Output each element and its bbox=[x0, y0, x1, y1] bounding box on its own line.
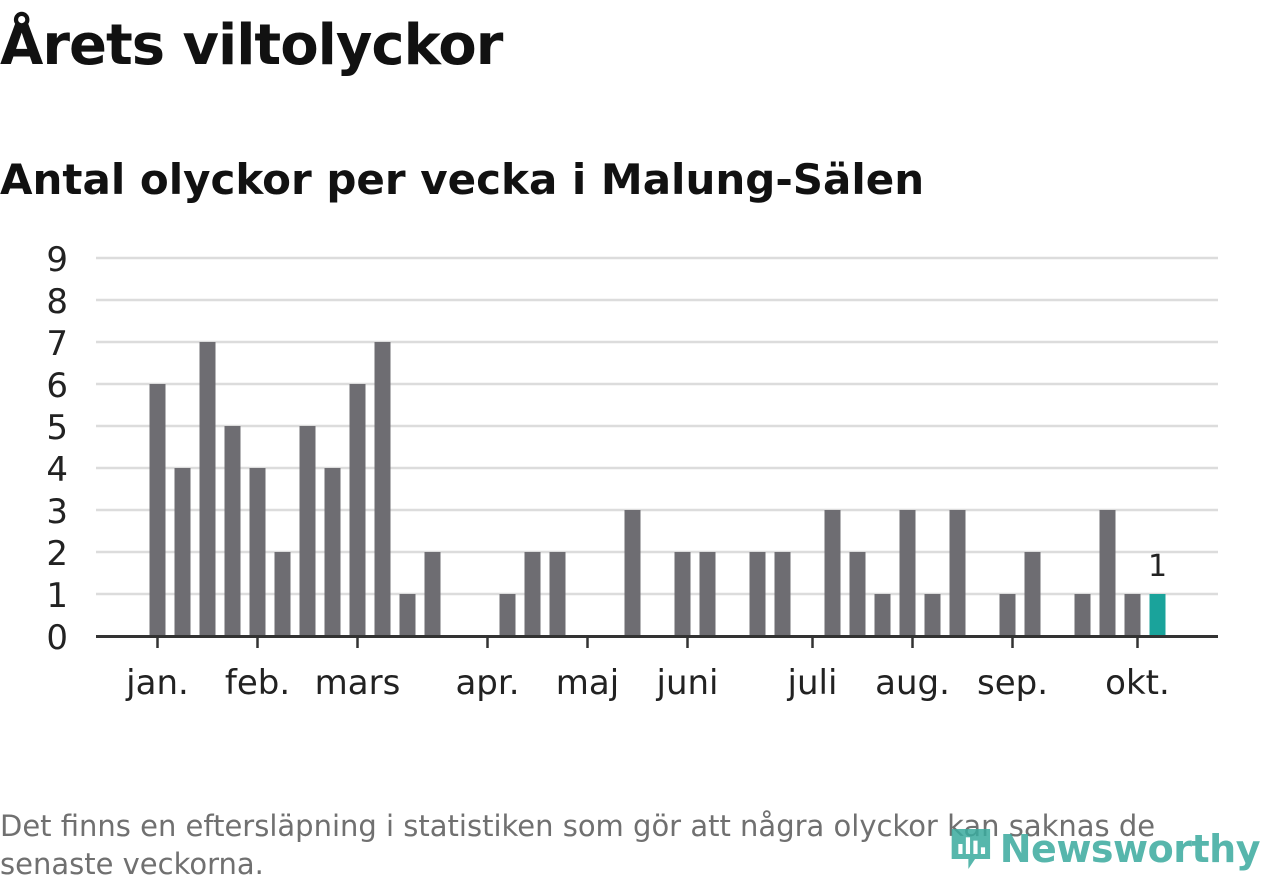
y-tick-label: 5 bbox=[46, 408, 68, 448]
newsworthy-logo: Newsworthy bbox=[950, 820, 1261, 878]
bar bbox=[624, 510, 641, 636]
bar bbox=[249, 468, 266, 636]
x-tick-label: jan. bbox=[125, 663, 189, 703]
bar bbox=[499, 594, 516, 636]
bar bbox=[424, 552, 441, 636]
chart-title: Årets viltolyckor bbox=[0, 13, 503, 78]
data-labels: 1 bbox=[1148, 549, 1167, 584]
y-tick-label: 1 bbox=[46, 576, 68, 616]
bar bbox=[699, 552, 716, 636]
bar bbox=[774, 552, 791, 636]
highlight-data-label: 1 bbox=[1148, 549, 1167, 584]
bar bbox=[399, 594, 416, 636]
bar bbox=[949, 510, 966, 636]
grid-lines bbox=[96, 256, 1218, 596]
x-tick-label: juni bbox=[656, 663, 719, 703]
bar bbox=[1124, 594, 1141, 636]
bar bbox=[1099, 510, 1116, 636]
x-tick-label: feb. bbox=[225, 663, 290, 703]
bars bbox=[149, 342, 1166, 636]
bar bbox=[299, 426, 316, 636]
x-tick-label: juli bbox=[787, 663, 838, 703]
bar bbox=[899, 510, 916, 636]
bar bbox=[199, 342, 216, 636]
bar bbox=[374, 342, 391, 636]
logo-text: Newsworthy bbox=[999, 827, 1261, 871]
bar bbox=[924, 594, 941, 636]
bar bbox=[1024, 552, 1041, 636]
x-axis-ticks: jan. feb. mars apr. maj juni juli aug. sep. okt. bbox=[125, 636, 1170, 703]
bar bbox=[999, 594, 1016, 636]
bar bbox=[274, 552, 291, 636]
bar bbox=[224, 426, 241, 636]
x-tick-label: mars bbox=[315, 663, 401, 703]
bar bbox=[674, 552, 691, 636]
bar bbox=[874, 594, 891, 636]
x-tick-label: sep. bbox=[977, 663, 1048, 703]
chart-subtitle: Antal olyckor per vecka i Malung-Sälen bbox=[0, 155, 925, 204]
y-tick-label: 0 bbox=[46, 618, 68, 658]
bar bbox=[324, 468, 341, 636]
bar bbox=[824, 510, 841, 636]
bar bbox=[524, 552, 541, 636]
y-tick-label: 7 bbox=[46, 324, 68, 364]
y-tick-label: 8 bbox=[46, 282, 68, 322]
y-tick-label: 4 bbox=[46, 450, 68, 490]
x-tick-label: aug. bbox=[875, 663, 950, 703]
bar bbox=[349, 384, 366, 636]
y-tick-label: 3 bbox=[46, 492, 68, 532]
x-tick-label: apr. bbox=[455, 663, 519, 703]
y-tick-label: 9 bbox=[46, 240, 68, 280]
y-tick-label: 2 bbox=[46, 534, 68, 574]
bar bbox=[549, 552, 566, 636]
bar bbox=[1074, 594, 1091, 636]
x-tick-label: maj bbox=[556, 663, 619, 703]
y-tick-label: 6 bbox=[46, 366, 68, 406]
bar bbox=[174, 468, 191, 636]
newsworthy-logo-icon bbox=[951, 828, 991, 870]
bar bbox=[149, 384, 166, 636]
x-tick-label: okt. bbox=[1105, 663, 1170, 703]
bar bbox=[749, 552, 766, 636]
bar bbox=[849, 552, 866, 636]
bar-highlight bbox=[1149, 594, 1166, 636]
